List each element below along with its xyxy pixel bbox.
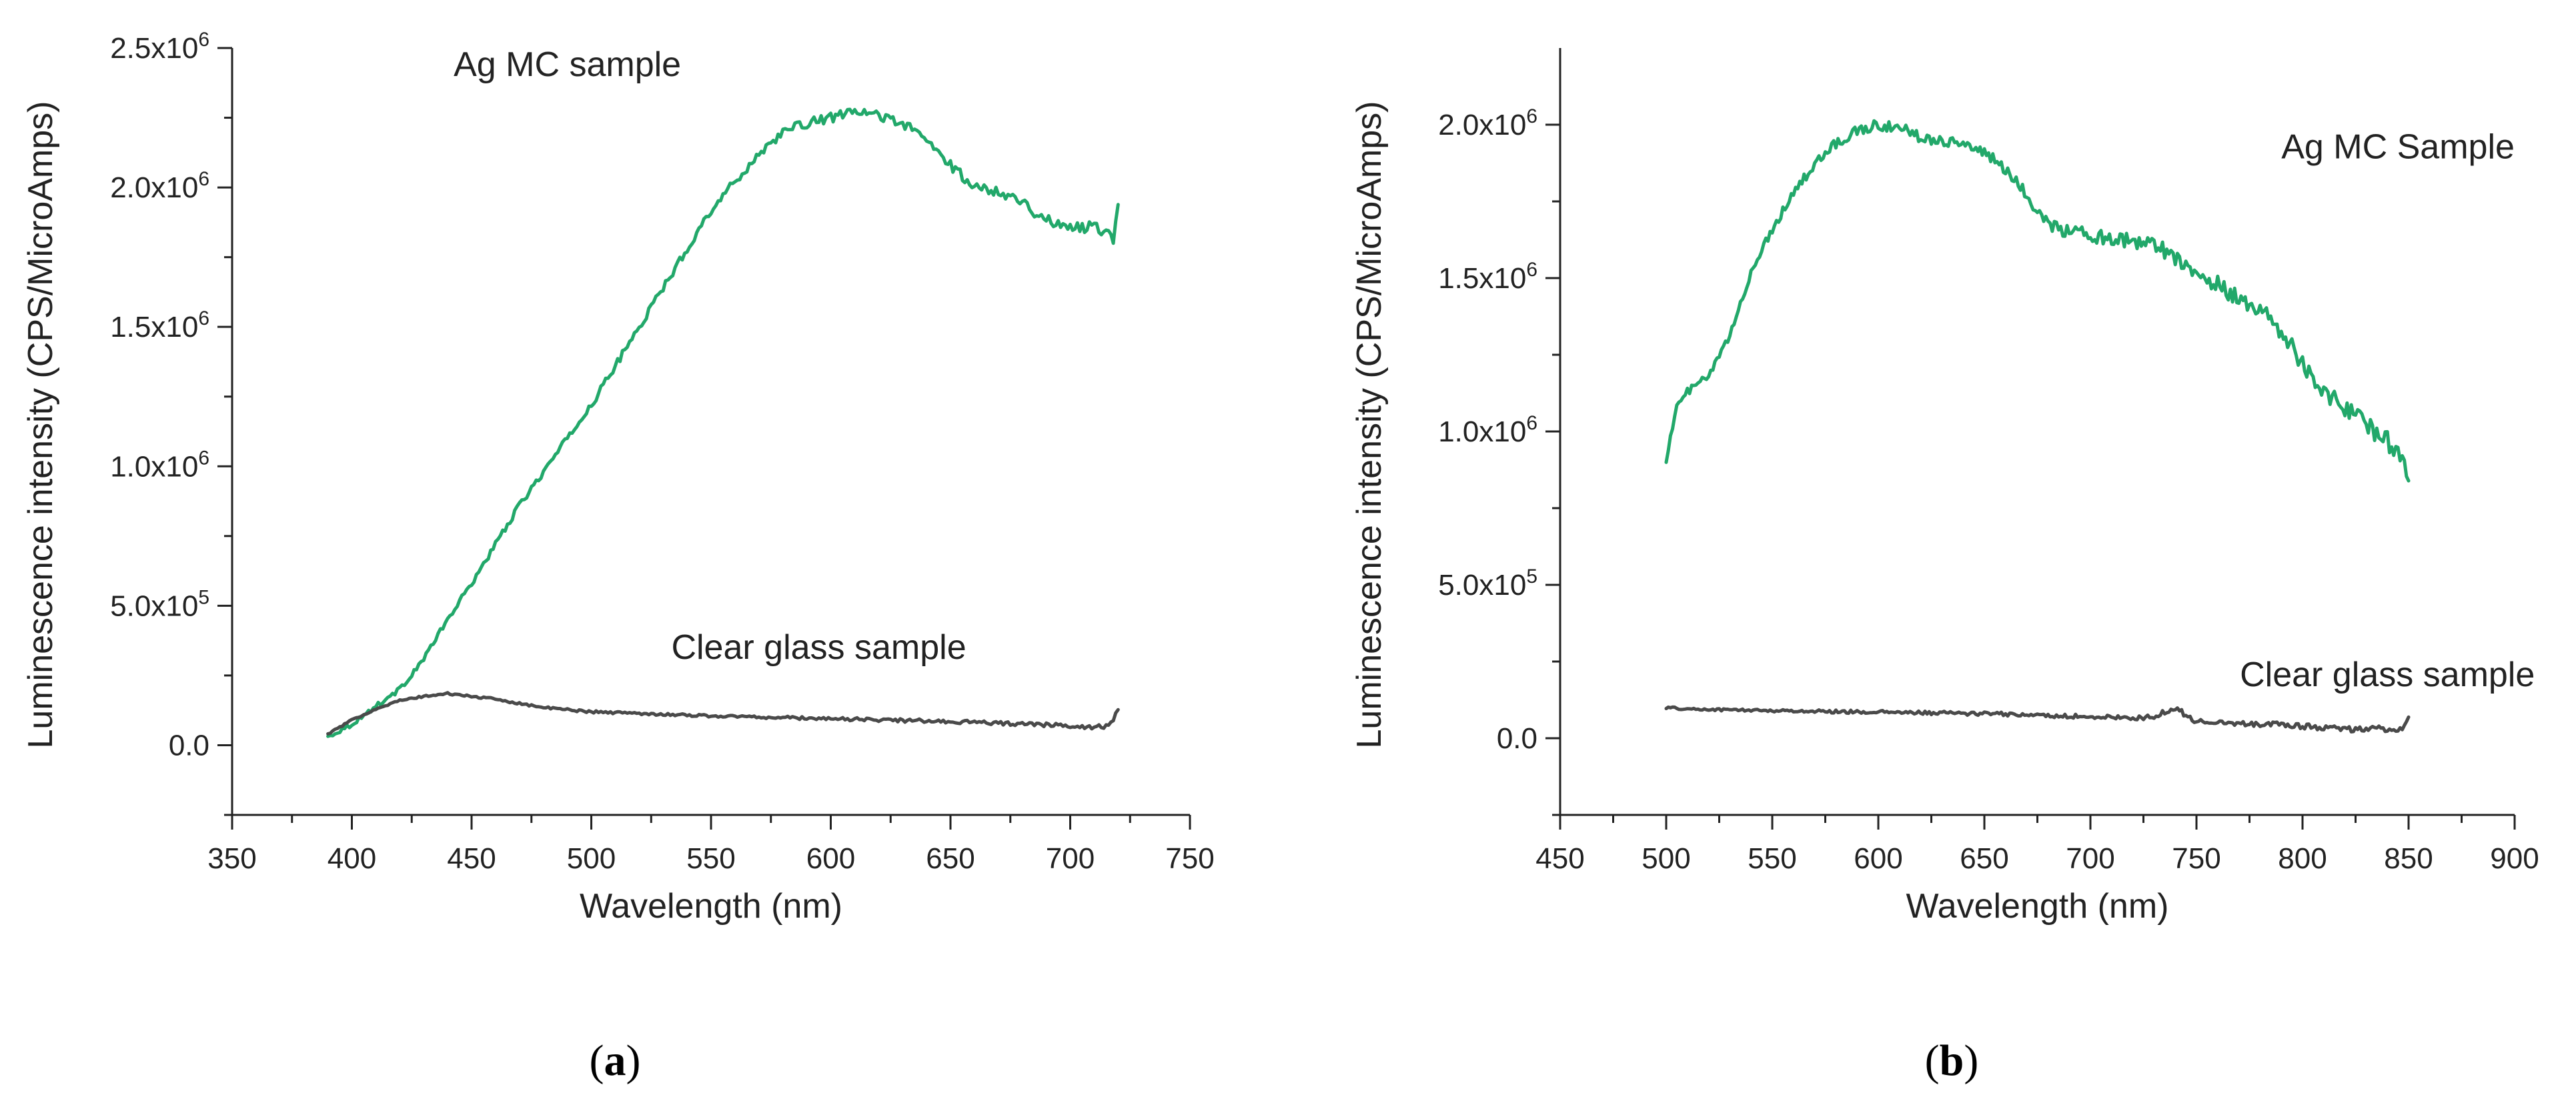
x-tick-label: 350 bbox=[207, 842, 256, 875]
series-line-ag-mc-sample bbox=[1664, 119, 2411, 483]
y-tick-label: 2.0x106 bbox=[1438, 105, 1537, 141]
x-tick-label: 400 bbox=[328, 842, 376, 875]
x-tick-label: 750 bbox=[1165, 842, 1214, 875]
x-tick-label: 600 bbox=[806, 842, 855, 875]
series-line-clear-glass-sample bbox=[1664, 705, 2411, 734]
x-tick-label: 450 bbox=[447, 842, 496, 875]
panel-label: (b) bbox=[1925, 1036, 1979, 1085]
panel-label: (a) bbox=[590, 1036, 641, 1085]
y-tick-label: 5.0x105 bbox=[1438, 566, 1537, 602]
series-annotation: Ag MC sample bbox=[454, 45, 681, 84]
x-tick-label: 800 bbox=[2278, 842, 2327, 875]
y-tick-label: 1.5x106 bbox=[1438, 259, 1537, 295]
y-tick-label: 1.5x106 bbox=[110, 307, 209, 343]
series-line-clear-glass-sample bbox=[326, 691, 1120, 736]
x-tick-label: 450 bbox=[1535, 842, 1584, 875]
x-tick-label: 850 bbox=[2384, 842, 2433, 875]
x-tick-label: 600 bbox=[1854, 842, 1902, 875]
series-line-ag-mc-sample bbox=[326, 107, 1120, 738]
chart-panel-a: 350 400 450 500 550 600 650 700 750 0.0 5.0x105 1.0… bbox=[21, 29, 1215, 1085]
x-tick-label: 500 bbox=[567, 842, 616, 875]
x-tick-label: 700 bbox=[1046, 842, 1095, 875]
x-tick-label: 900 bbox=[2490, 842, 2539, 875]
y-tick-label: 0.0 bbox=[1497, 722, 1537, 755]
x-tick-label: 700 bbox=[2066, 842, 2114, 875]
y-tick-label: 1.0x106 bbox=[110, 447, 209, 483]
y-tick-label: 1.0x106 bbox=[1438, 412, 1537, 448]
series-annotation: Clear glass sample bbox=[2240, 656, 2535, 694]
y-tick-label: 2.5x106 bbox=[110, 29, 209, 65]
x-tick-label: 550 bbox=[686, 842, 735, 875]
x-tick-label: 500 bbox=[1642, 842, 1690, 875]
y-tick-label: 0.0 bbox=[169, 729, 209, 762]
y-tick-label: 5.0x105 bbox=[110, 586, 209, 622]
y-axis-title: Luminescence intensity (CPS/MicroAmps) bbox=[21, 101, 60, 749]
x-tick-label: 550 bbox=[1748, 842, 1796, 875]
x-axis-title: Wavelength (nm) bbox=[580, 887, 842, 926]
x-tick-label: 650 bbox=[926, 842, 975, 875]
series-annotation: Ag MC Sample bbox=[2281, 128, 2515, 167]
x-axis-title: Wavelength (nm) bbox=[1906, 887, 2169, 926]
x-tick-label: 750 bbox=[2172, 842, 2220, 875]
y-tick-label: 2.0x106 bbox=[110, 168, 209, 204]
chart-panel-b: 450 500 550 600 650 700 750 800 850 900 0.0 5.0x105… bbox=[1350, 48, 2539, 1085]
y-axis-title: Luminescence intensity (CPS/MicroAmps) bbox=[1350, 101, 1389, 749]
series-annotation: Clear glass sample bbox=[671, 628, 966, 667]
x-tick-label: 650 bbox=[1960, 842, 2008, 875]
